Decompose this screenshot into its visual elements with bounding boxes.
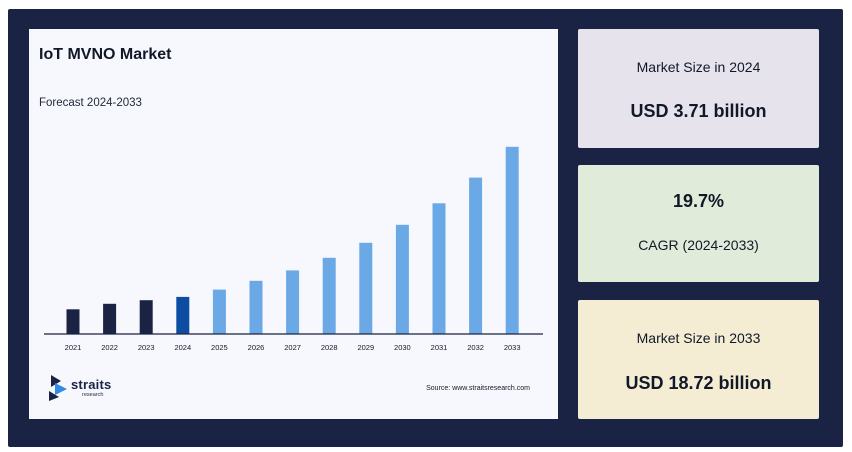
stat-value-2033: USD 18.72 billion <box>625 373 772 393</box>
stat-label-cagr: CAGR (2024-2033) <box>638 237 759 253</box>
x-tick-label-2025: 2025 <box>211 343 228 352</box>
bar-2033 <box>505 146 519 334</box>
bar-chart: 2021 2022 2023 2024 2025 2026 2027 2028 2029 2030… <box>44 146 543 352</box>
bar-2031 <box>432 203 446 334</box>
x-tick-label-2021: 2021 <box>65 343 82 352</box>
stat-value-2024: USD 3.71 billion <box>630 101 767 121</box>
x-tick-label-2029: 2029 <box>357 343 374 352</box>
x-tick-label-2033: 2033 <box>504 343 521 352</box>
logo-subtitle: research <box>82 392 104 398</box>
bar-2023 <box>139 300 153 334</box>
bar-2022 <box>103 303 117 334</box>
logo-name: straits <box>71 377 112 392</box>
x-tick-label-2030: 2030 <box>394 343 411 352</box>
bar-2032 <box>469 177 483 334</box>
x-tick-label-2024: 2024 <box>174 343 191 352</box>
x-tick-label-2027: 2027 <box>284 343 301 352</box>
stat-card-2024: Market Size in 2024 USD 3.71 billion <box>578 29 819 148</box>
x-tick-label-2022: 2022 <box>101 343 118 352</box>
logo: straits research <box>49 375 129 405</box>
x-tick-label-2026: 2026 <box>248 343 265 352</box>
stat-label-2024: Market Size in 2024 <box>636 59 761 75</box>
chart-card: IoT MVNO Market Forecast 2024-2033 2021 2… <box>29 29 558 419</box>
x-tick-label-2032: 2032 <box>467 343 484 352</box>
bar-2021 <box>66 309 80 334</box>
bar-2026 <box>249 280 263 334</box>
bar-2024 <box>176 296 190 334</box>
stat-card-2033: Market Size in 2033 USD 18.72 billion <box>578 300 819 419</box>
bar-2027 <box>286 270 300 334</box>
bar-2025 <box>212 289 226 334</box>
straits-logo-icon <box>49 375 67 401</box>
x-tick-label-2031: 2031 <box>431 343 448 352</box>
x-tick-label-2023: 2023 <box>138 343 155 352</box>
stat-card-cagr: 19.7% CAGR (2024-2033) <box>578 165 819 282</box>
bar-2028 <box>322 257 336 334</box>
stat-label-2033: Market Size in 2033 <box>636 330 761 346</box>
stat-value-cagr: 19.7% <box>672 191 725 211</box>
bar-2030 <box>395 224 409 334</box>
x-tick-label-2028: 2028 <box>321 343 338 352</box>
chart-subtitle: Forecast 2024-2033 <box>39 97 142 109</box>
bar-2029 <box>359 242 373 334</box>
chart-title: IoT MVNO Market <box>39 46 172 63</box>
source-text: Source: www.straitsresearch.com <box>426 385 530 392</box>
